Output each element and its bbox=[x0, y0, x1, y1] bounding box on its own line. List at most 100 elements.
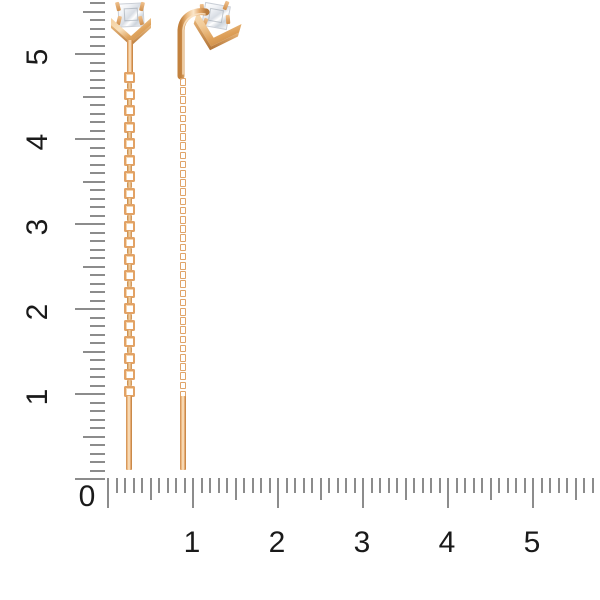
chain-link-right bbox=[179, 124, 187, 132]
horizontal-minor-tick bbox=[116, 478, 118, 493]
chain-link-right bbox=[179, 354, 187, 362]
horizontal-minor-tick bbox=[260, 478, 262, 493]
horizontal-minor-tick bbox=[524, 478, 526, 493]
horizontal-major-tick bbox=[107, 478, 109, 508]
chain-link-right bbox=[179, 372, 187, 380]
vertical-half-tick bbox=[83, 96, 105, 98]
horizontal-minor-tick bbox=[379, 478, 381, 493]
horizontal-minor-tick bbox=[498, 478, 500, 493]
chain-link-right bbox=[179, 225, 187, 233]
vertical-minor-tick bbox=[90, 461, 105, 463]
vertical-half-tick bbox=[83, 351, 105, 353]
vertical-minor-tick bbox=[90, 79, 105, 81]
chain-link-right bbox=[179, 335, 187, 344]
vertical-minor-tick bbox=[90, 427, 105, 429]
chain-link-right bbox=[179, 206, 187, 215]
chain-joint-left bbox=[126, 181, 132, 188]
horizontal-minor-tick bbox=[439, 478, 441, 493]
chain-link-right bbox=[179, 216, 187, 224]
horizontal-minor-tick bbox=[175, 478, 177, 493]
vertical-minor-tick bbox=[90, 19, 105, 21]
vertical-minor-tick bbox=[90, 28, 105, 30]
threader-bar-left bbox=[126, 396, 132, 470]
vertical-minor-tick bbox=[90, 444, 105, 446]
chain-link-left bbox=[123, 253, 135, 265]
horizontal-half-tick bbox=[405, 478, 407, 500]
vertical-minor-tick bbox=[90, 368, 105, 370]
horizontal-minor-tick bbox=[328, 478, 330, 493]
chain-link-right bbox=[179, 170, 187, 178]
chain-link-left bbox=[123, 121, 135, 133]
hook-right bbox=[172, 8, 216, 80]
vertical-minor-tick bbox=[90, 385, 105, 387]
chain-link-left bbox=[123, 237, 135, 248]
horizontal-minor-tick bbox=[549, 478, 551, 493]
horizontal-minor-tick bbox=[252, 478, 254, 493]
vertical-minor-tick bbox=[90, 359, 105, 361]
chain-link-right bbox=[179, 78, 187, 86]
vertical-minor-tick bbox=[90, 249, 105, 251]
horizontal-minor-tick bbox=[396, 478, 398, 493]
chain-joint-left bbox=[126, 297, 132, 304]
vertical-major-tick bbox=[75, 393, 105, 395]
chain-link-right bbox=[179, 308, 187, 316]
vertical-minor-tick bbox=[90, 87, 105, 89]
horizontal-minor-tick bbox=[541, 478, 543, 493]
horizontal-minor-tick bbox=[286, 478, 288, 493]
chain-link-left bbox=[123, 303, 135, 314]
chain-link-right bbox=[179, 151, 187, 160]
horizontal-ruler-label-1: 1 bbox=[183, 526, 201, 559]
chain-joint-left bbox=[126, 379, 132, 386]
chain-joint-left bbox=[126, 280, 132, 287]
chain-joint-left bbox=[126, 346, 132, 353]
horizontal-minor-tick bbox=[507, 478, 509, 493]
top-post-left bbox=[127, 40, 133, 73]
vertical-minor-tick bbox=[90, 402, 105, 404]
chain-link-right bbox=[179, 326, 187, 334]
vertical-minor-tick bbox=[90, 240, 105, 242]
horizontal-major-tick bbox=[277, 478, 279, 508]
chain-joint-left bbox=[126, 247, 132, 254]
horizontal-minor-tick bbox=[515, 478, 517, 493]
vertical-major-tick bbox=[75, 223, 105, 225]
chain-joint-left bbox=[126, 214, 132, 221]
vertical-minor-tick bbox=[90, 130, 105, 132]
chain-link-left bbox=[123, 88, 135, 100]
chain-joint-left bbox=[126, 132, 132, 139]
horizontal-minor-tick bbox=[413, 478, 415, 493]
horizontal-minor-tick bbox=[303, 478, 305, 493]
vertical-minor-tick bbox=[90, 206, 105, 208]
vertical-minor-tick bbox=[90, 453, 105, 455]
threader-bar-right bbox=[180, 396, 186, 470]
horizontal-minor-tick bbox=[354, 478, 356, 493]
chain-link-left bbox=[123, 187, 135, 199]
vertical-minor-tick bbox=[90, 376, 105, 378]
vertical-origin-tick bbox=[75, 478, 105, 480]
horizontal-half-tick bbox=[575, 478, 577, 500]
chain-link-left bbox=[123, 220, 135, 232]
vertical-minor-tick bbox=[90, 470, 105, 472]
vertical-major-tick bbox=[75, 308, 105, 310]
vertical-minor-tick bbox=[90, 283, 105, 285]
vertical-minor-tick bbox=[90, 215, 105, 217]
chain-link-right bbox=[179, 298, 187, 307]
vertical-minor-tick bbox=[90, 300, 105, 302]
horizontal-minor-tick bbox=[226, 478, 228, 493]
horizontal-major-tick bbox=[447, 478, 449, 508]
horizontal-minor-tick bbox=[473, 478, 475, 493]
horizontal-minor-tick bbox=[209, 478, 211, 493]
chain-link-right bbox=[179, 262, 187, 270]
chain-link-left bbox=[123, 336, 135, 347]
vertical-minor-tick bbox=[90, 104, 105, 106]
chain-link-left bbox=[123, 154, 135, 166]
chain-link-left bbox=[123, 352, 135, 364]
chain-link-right bbox=[179, 114, 187, 123]
horizontal-minor-tick bbox=[464, 478, 466, 493]
horizontal-half-tick bbox=[490, 478, 492, 500]
horizontal-minor-tick bbox=[243, 478, 245, 493]
horizontal-minor-tick bbox=[269, 478, 271, 493]
horizontal-minor-tick bbox=[345, 478, 347, 493]
vertical-minor-tick bbox=[90, 172, 105, 174]
vertical-minor-tick bbox=[90, 36, 105, 38]
